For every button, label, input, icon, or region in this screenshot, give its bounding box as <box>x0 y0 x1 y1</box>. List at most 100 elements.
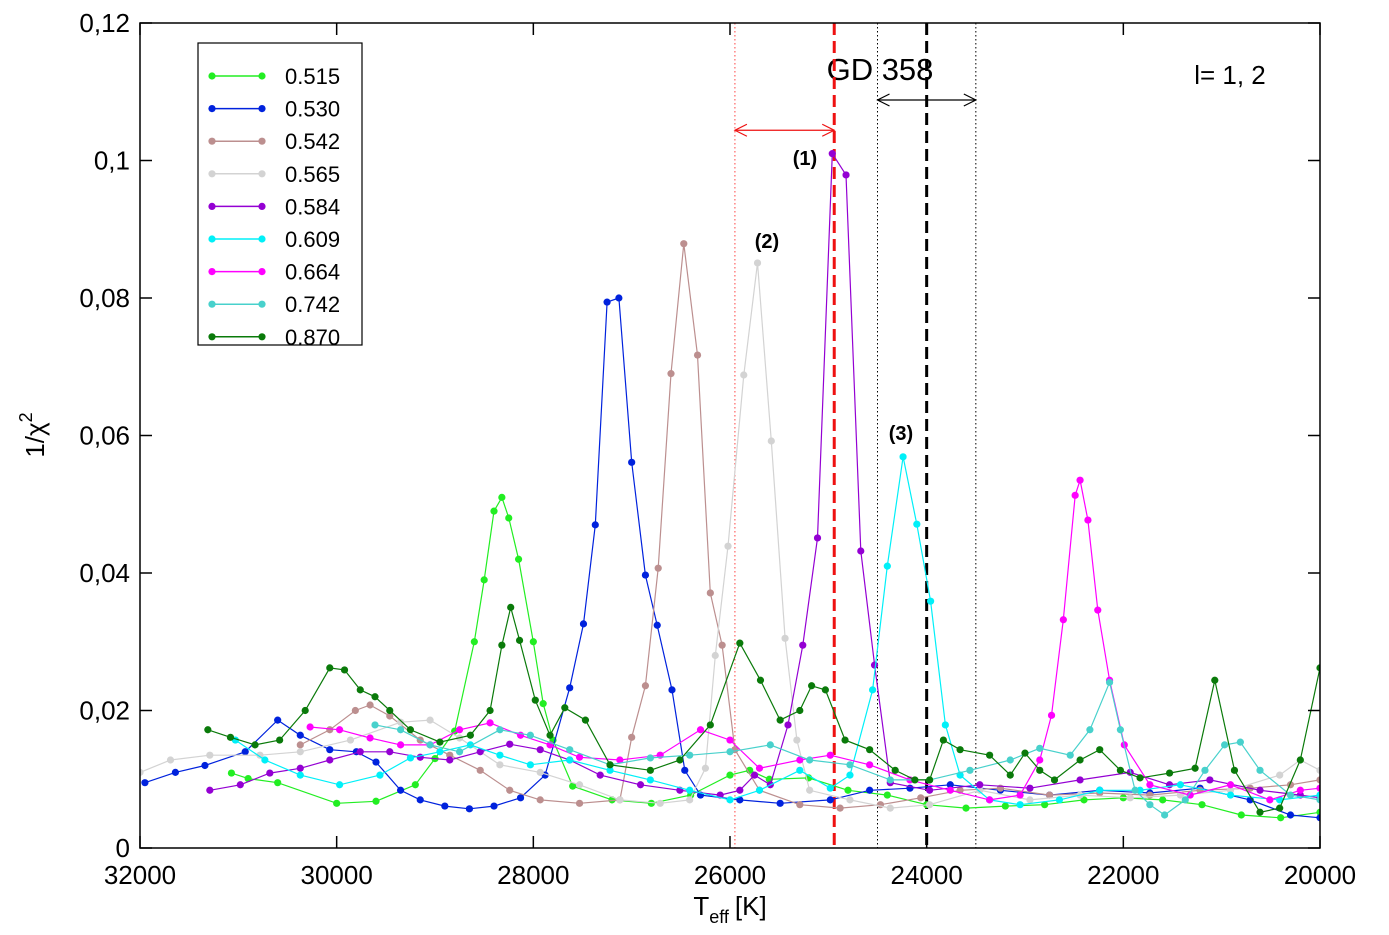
data-point <box>426 741 434 749</box>
data-point <box>476 748 484 756</box>
data-point <box>628 458 636 466</box>
arrow-head <box>876 93 978 107</box>
data-point <box>846 771 854 779</box>
data-point <box>1016 801 1024 809</box>
data-point <box>668 686 676 694</box>
data-point <box>641 571 650 579</box>
data-point <box>416 796 424 804</box>
data-point <box>615 294 623 302</box>
legend-marker <box>258 235 266 243</box>
data-point <box>866 746 874 754</box>
data-point <box>546 731 554 739</box>
data-point <box>579 620 588 628</box>
data-point <box>646 776 654 784</box>
data-point <box>1016 791 1024 799</box>
data-point <box>1006 756 1014 764</box>
data-point <box>796 801 804 809</box>
data-point <box>531 696 539 704</box>
data-point <box>647 799 655 807</box>
data-point <box>1186 791 1194 799</box>
data-point <box>1059 616 1067 624</box>
data-point <box>1041 801 1049 809</box>
legend-marker <box>208 170 216 178</box>
legend-label: 0.584 <box>285 194 340 219</box>
data-point <box>465 805 474 813</box>
legend-label: 0.742 <box>285 292 340 317</box>
data-point <box>1276 796 1284 804</box>
data-point <box>1201 766 1209 774</box>
data-point <box>1116 726 1124 734</box>
data-point <box>696 726 705 734</box>
data-point <box>351 706 359 715</box>
data-point <box>1021 749 1029 757</box>
data-point <box>821 686 829 694</box>
legend-marker <box>258 268 266 276</box>
data-point <box>526 761 534 769</box>
data-point <box>926 776 934 784</box>
legend-marker <box>258 105 266 113</box>
data-point <box>346 736 355 744</box>
data-point <box>1316 796 1320 804</box>
y-tick-label: 0,04 <box>79 558 130 588</box>
data-point <box>326 664 334 672</box>
data-point <box>726 796 734 804</box>
data-point <box>756 676 765 684</box>
data-point <box>1237 811 1245 819</box>
data-point <box>371 693 379 701</box>
annotation: (1) <box>793 148 817 170</box>
data-point <box>939 736 947 744</box>
data-point <box>646 754 654 762</box>
data-point <box>641 682 650 690</box>
annotation: GD 358 <box>827 52 934 87</box>
legend-marker <box>258 300 266 308</box>
data-point <box>606 761 614 769</box>
y-label-sup: 2 <box>16 412 36 422</box>
data-point <box>841 736 849 744</box>
data-point <box>753 259 762 267</box>
data-point <box>899 453 907 461</box>
data-point <box>496 761 504 769</box>
data-point <box>486 719 494 727</box>
x-tick-label: 26000 <box>694 860 766 890</box>
data-point <box>1076 756 1084 764</box>
legend-marker <box>208 333 216 341</box>
data-point <box>296 741 304 749</box>
data-point <box>1165 769 1174 777</box>
data-point <box>306 723 314 731</box>
data-point <box>1226 781 1235 789</box>
data-point <box>796 706 804 715</box>
data-point <box>1211 676 1219 684</box>
data-point <box>828 150 836 158</box>
data-point <box>171 768 179 776</box>
data-point <box>166 756 175 764</box>
data-point <box>718 641 726 649</box>
data-point <box>1159 796 1167 804</box>
data-point <box>1126 794 1134 802</box>
data-point <box>917 794 925 802</box>
data-point <box>476 766 484 774</box>
data-point <box>844 786 852 794</box>
data-point <box>796 756 804 764</box>
data-point <box>886 804 894 812</box>
data-point <box>941 721 949 729</box>
data-point <box>1116 766 1124 774</box>
legend-marker <box>208 300 216 308</box>
data-point <box>1256 766 1264 774</box>
data-point <box>767 437 775 445</box>
data-point <box>1286 791 1295 799</box>
data-point <box>566 756 574 764</box>
data-point <box>891 766 899 774</box>
y-tick-label: 0,08 <box>79 283 130 313</box>
data-point <box>406 754 415 762</box>
data-point <box>1066 751 1074 759</box>
legend-marker <box>208 235 216 243</box>
data-point <box>1316 664 1320 672</box>
data-point <box>826 796 834 804</box>
data-point <box>274 716 282 724</box>
data-point <box>646 766 654 774</box>
data-point <box>857 547 865 555</box>
data-point <box>1316 766 1320 774</box>
legend-marker <box>208 202 216 210</box>
data-point <box>386 712 394 720</box>
data-point <box>296 731 304 739</box>
